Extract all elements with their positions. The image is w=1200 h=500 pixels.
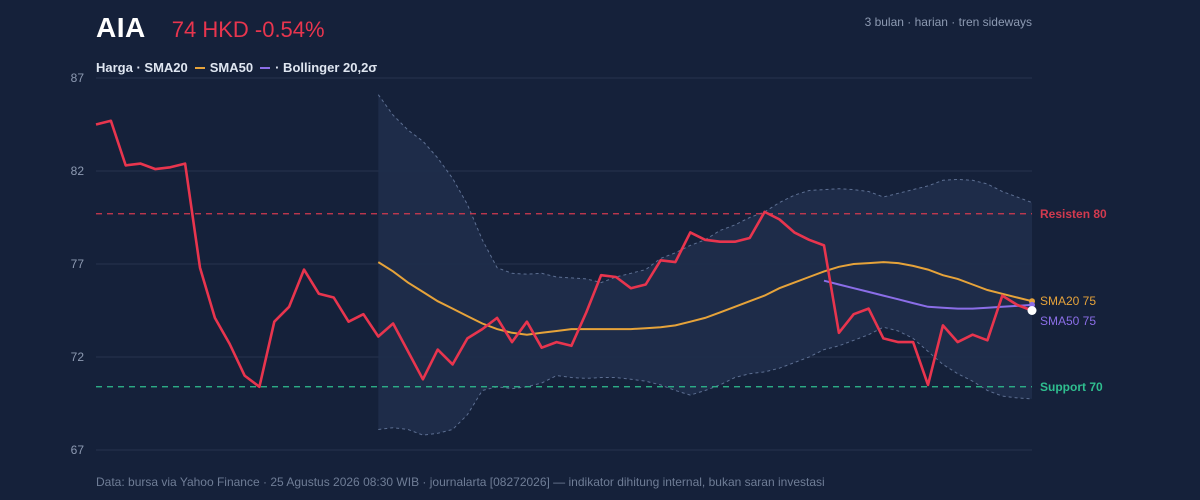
legend-sma50: SMA50	[209, 60, 254, 75]
price-end-marker	[1027, 306, 1037, 315]
chart-legend: Harga · SMA20 SMA50 · Bollinger 20,2σ	[96, 60, 377, 75]
support-label: Support 70	[1040, 380, 1103, 394]
sma20-end-label: SMA20 75	[1040, 294, 1096, 308]
resistance-label: Resisten 80	[1040, 207, 1107, 221]
legend-sma20-swatch	[194, 66, 205, 69]
legend-price-sma20: Harga · SMA20	[96, 60, 188, 75]
bollinger-band-area	[378, 94, 1032, 436]
legend-bollinger: · Bollinger 20,2σ	[275, 60, 378, 75]
price-line	[95, 119, 1033, 389]
chart-header: AIA 74 HKD -0.54%	[96, 12, 325, 44]
sma50-end-label: SMA50 75	[1040, 314, 1096, 328]
source-footer: Data: bursa via Yahoo Finance · 25 Agust…	[96, 475, 825, 489]
y-tick-label: 82	[71, 164, 85, 178]
y-tick-label: 72	[71, 350, 85, 364]
price-quote: 74 HKD -0.54%	[171, 17, 325, 42]
ticker-symbol: AIA	[96, 12, 146, 43]
y-tick-label: 77	[71, 257, 85, 271]
legend-sma50-swatch	[260, 66, 271, 69]
y-tick-label: 87	[71, 71, 85, 85]
y-tick-label: 67	[71, 443, 85, 457]
period-note: 3 bulan · harian · tren sideways	[864, 15, 1032, 29]
bollinger-lower-line	[378, 326, 1033, 436]
